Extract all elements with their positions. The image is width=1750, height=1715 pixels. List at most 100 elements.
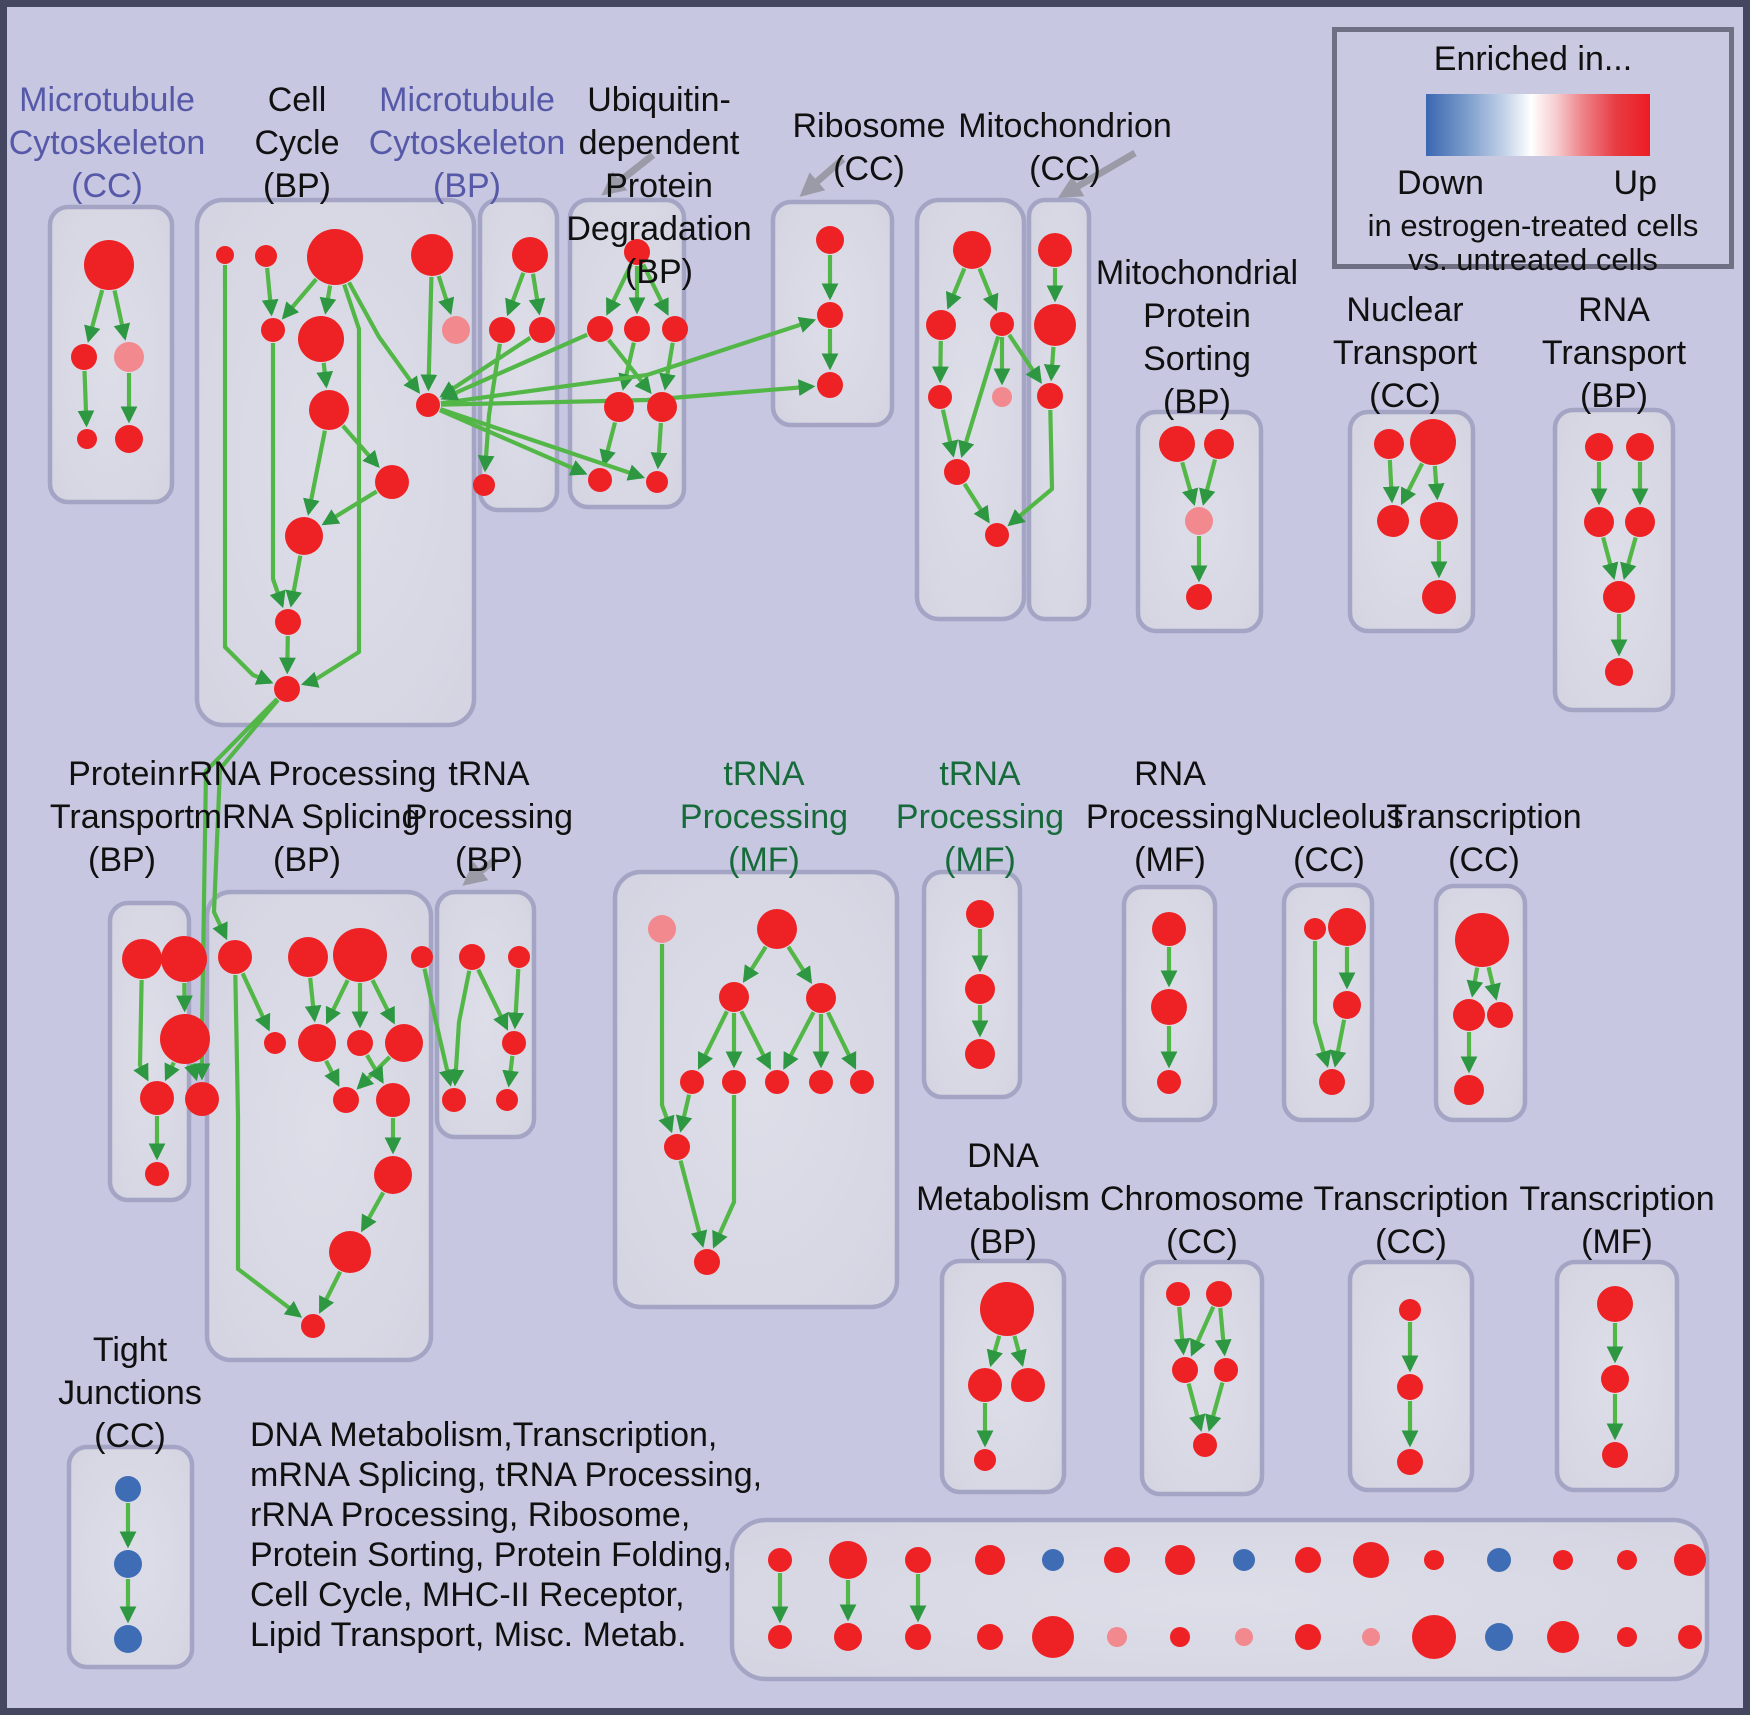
rrna-processing-mrna-splicing-bp-node-3 — [411, 946, 433, 968]
ribosome-cc-node-5 — [944, 459, 970, 485]
mixed-terms-band-node-2 — [905, 1547, 931, 1573]
cross-edge-8 — [211, 698, 280, 941]
cross-edge-3 — [440, 379, 816, 407]
microtubule-cytoskeleton-cc-node-3 — [77, 429, 97, 449]
cell-cycle-bp-edge-10 — [303, 430, 327, 516]
rna-transport-bp-edge-3 — [1620, 536, 1638, 581]
microtubule-cytoskeleton-cc-node-1 — [71, 344, 97, 370]
microtubule-cytoskeleton-cc-edge-2 — [77, 370, 95, 428]
protein-transport-bp-edge-3 — [184, 1062, 201, 1082]
mitochondrial-protein-sorting-bp-node-3 — [1186, 584, 1212, 610]
rrna-processing-mrna-splicing-bp-edge-9 — [360, 1191, 386, 1233]
rna-transport-bp-node-4 — [1603, 581, 1635, 613]
mixed-terms-band-node-28 — [1617, 1627, 1637, 1647]
mixed-terms-band-box — [729, 1517, 1710, 1682]
cell-cycle-bp-edge-3 — [319, 285, 337, 315]
mixed-terms-band-node-21 — [1170, 1627, 1190, 1647]
ubiquitin-dependent-protein-degradation-bp-node-1 — [587, 316, 613, 342]
rrna-processing-mrna-splicing-bp-label: rRNA Processing mRNA Splicing (BP) — [177, 755, 437, 879]
rna-transport-bp-node-2 — [1584, 507, 1614, 537]
microtubule-cytoskeleton-cc-node-4 — [115, 425, 143, 453]
ubiquitin-dependent-protein-degradation-bp-edge-2 — [641, 263, 669, 316]
dna-metabolism-bp-edge-0 — [986, 1335, 1003, 1368]
cell-cycle-bp-edge-11 — [321, 489, 378, 526]
mitochondrial-protein-sorting-bp-node-0 — [1159, 426, 1195, 462]
cross-edge-5 — [440, 332, 589, 401]
trna-processing-bp-edge-2 — [507, 968, 525, 1030]
cross-edge-7 — [1007, 409, 1055, 527]
rna-transport-bp-node-0 — [1585, 433, 1613, 461]
rrna-processing-mrna-splicing-bp-node-11 — [329, 1231, 371, 1273]
ribosome-cc-edge-0 — [946, 267, 967, 310]
transcription-cc-row3-label: Transcription (CC) — [1313, 1180, 1509, 1261]
cell-cycle-bp-node-11 — [275, 609, 301, 635]
protein-transport-bp-node-5 — [185, 1082, 219, 1116]
trna-processing-bp-node-0 — [459, 944, 485, 970]
rrna-processing-mrna-splicing-bp-node-10 — [374, 1156, 412, 1194]
annotation-arrow-to-ubiquitin-box-2 — [799, 156, 846, 197]
rrna-processing-mrna-splicing-bp-edge-11 — [233, 974, 303, 1318]
microtubule-cytoskeleton-bp-label: Microtubule Cytoskeleton (BP) — [368, 81, 566, 205]
rrna-processing-mrna-splicing-bp-node-5 — [298, 1024, 336, 1062]
nuclear-transport-cc-label: Nuclear Transport (CC) — [1332, 291, 1478, 415]
rrna-processing-mrna-splicing-bp-edge-2 — [325, 979, 350, 1025]
trna-processing-mf-1-node-4 — [680, 1070, 704, 1094]
ribosome-cc-edge-4 — [958, 335, 1001, 458]
rrna-processing-mrna-splicing-bp-node-7 — [385, 1024, 423, 1062]
trna-processing-mf-1-box — [612, 869, 900, 1310]
ubiquitin-dependent-protein-degradation-bp-edge-5 — [659, 342, 676, 391]
cross-edge-2 — [440, 316, 817, 406]
rna-transport-bp-node-5 — [1605, 658, 1633, 686]
mitochondrion-cc-edge-1 — [1043, 346, 1061, 382]
annotation-arrow-to-mitochondrion-box — [1057, 149, 1137, 199]
ribosome-cc-label: Ribosome (CC) — [792, 107, 946, 188]
mixed-terms-band-node-25 — [1412, 1615, 1456, 1659]
transcription-cc-row2-edge-1 — [1484, 966, 1501, 1001]
trna-processing-bp-edge-3 — [502, 1055, 519, 1088]
cross-edge-0 — [439, 408, 588, 476]
nuclear-transport-cc-node-2 — [1377, 505, 1409, 537]
chromosome-cc-node-4 — [1193, 1433, 1217, 1457]
nucleolus-cc-node-2 — [1333, 991, 1361, 1019]
mitochondrial-protein-sorting-bp-label: Mitochondrial Protein Sorting (BP) — [1095, 254, 1299, 421]
transcription-mf-node-2 — [1602, 1442, 1628, 1468]
trna-processing-mf-2-label: tRNA Processing (MF) — [895, 755, 1065, 879]
transcription-mf-node-0 — [1597, 1286, 1633, 1322]
cell-cycle-bp-node-10 — [285, 517, 323, 555]
cell-cycle-bp-edge-4 — [347, 281, 421, 394]
mixed-terms-band-node-7 — [1233, 1549, 1255, 1571]
mitochondrial-protein-sorting-bp-edge-1 — [1199, 458, 1218, 506]
cell-cycle-bp-node-7 — [309, 390, 349, 430]
chromosome-cc-edge-0 — [1173, 1306, 1191, 1356]
microtubule-cytoskeleton-bp-edge-2 — [477, 343, 502, 473]
trna-processing-bp-node-4 — [496, 1089, 518, 1111]
trna-processing-bp-node-3 — [442, 1088, 466, 1112]
dna-metabolism-bp-box — [939, 1258, 1067, 1495]
nucleolus-cc-edge-2 — [1329, 1019, 1347, 1068]
dna-metabolism-bp-node-1 — [968, 1368, 1002, 1402]
chromosome-cc-edge-2 — [1214, 1307, 1232, 1357]
tight-junctions-cc-node-1 — [114, 1550, 142, 1578]
mitochondrion-cc-node-1 — [1034, 304, 1076, 346]
legend-up-label: Up — [1613, 164, 1657, 202]
microtubule-cytoskeleton-bp-node-0 — [512, 237, 548, 273]
cell-cycle-bp-edge-2 — [281, 277, 318, 320]
transcription-cc-row2-node-1 — [1453, 999, 1485, 1031]
cell-cycle-bp-node-0 — [216, 246, 234, 264]
cell-cycle-bp-edge-1 — [261, 267, 279, 317]
nuclear-transport-cc-node-1 — [1410, 419, 1456, 465]
trna-processing-mf-1-node-8 — [850, 1070, 874, 1094]
ubiquitin-dependent-protein-degradation-bp-edge-6 — [599, 421, 618, 467]
trna-processing-mf-1-node-5 — [722, 1070, 746, 1094]
cell-cycle-bp-edge-14 — [279, 635, 296, 675]
misc-terms-text: DNA Metabolism,Transcription, mRNA Splici… — [250, 1416, 763, 1654]
rrna-processing-mrna-splicing-bp-node-1 — [288, 937, 328, 977]
network-scene — [47, 149, 1710, 1682]
legend-box: Enriched in... Down Up in estrogen-treat… — [1332, 27, 1734, 277]
rrna-processing-mrna-splicing-bp-edge-4 — [370, 979, 396, 1025]
rna-processing-mf-node-0 — [1152, 912, 1186, 946]
microtubule-cytoskeleton-cc-label: Microtubule Cytoskeleton (CC) — [8, 81, 206, 205]
trna-processing-mf-1-node-9 — [664, 1134, 690, 1160]
rrna-processing-mrna-splicing-bp-node-0 — [218, 940, 252, 974]
mixed-terms-band-node-5 — [1104, 1547, 1130, 1573]
